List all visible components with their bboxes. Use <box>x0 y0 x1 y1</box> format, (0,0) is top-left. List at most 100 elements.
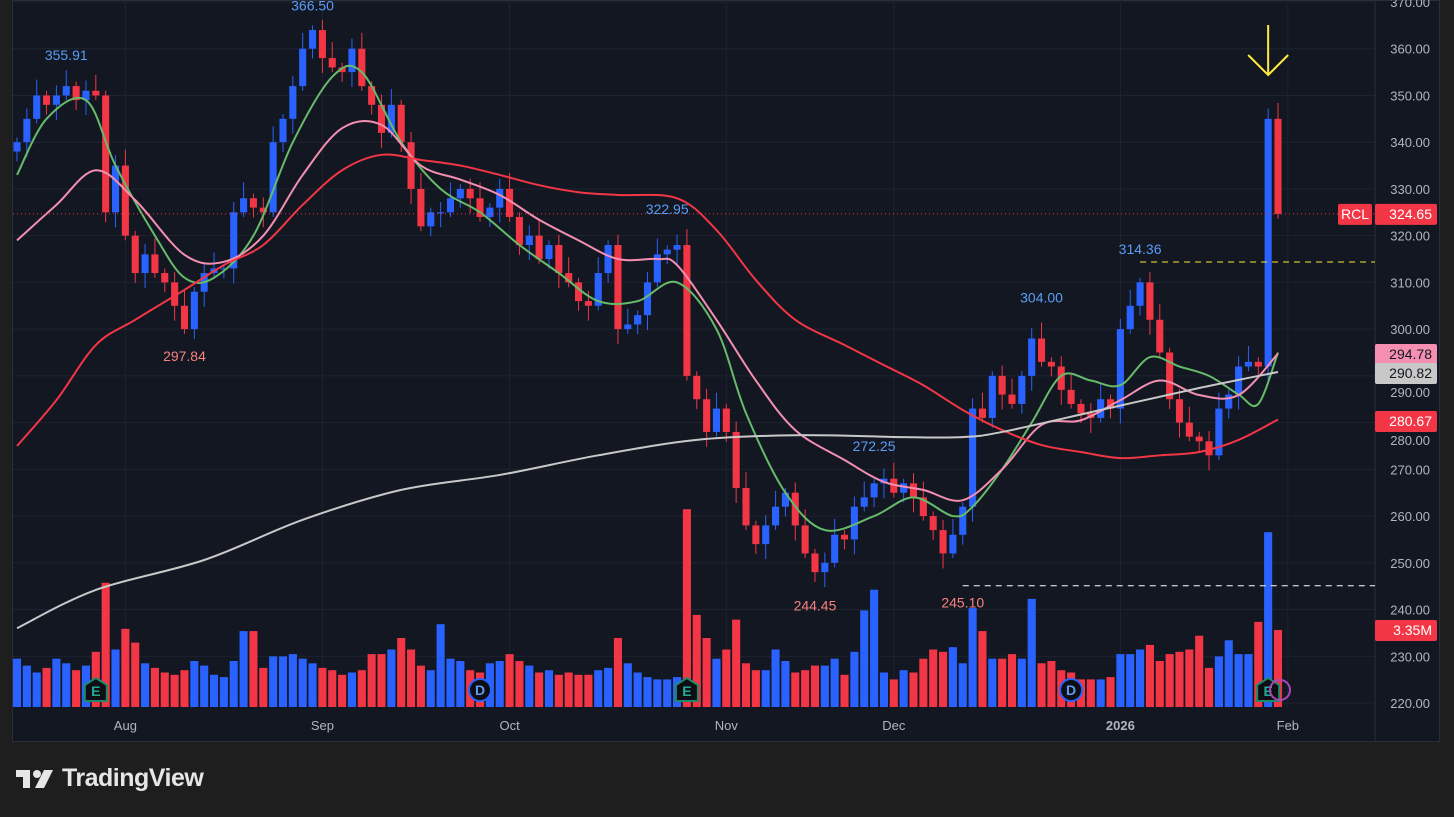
high-low-label: 304.00 <box>1020 289 1063 305</box>
volume-bar <box>397 638 406 707</box>
volume-bar <box>1195 635 1204 707</box>
volume-bar <box>338 674 347 707</box>
volume-bar <box>278 656 288 707</box>
candle-body <box>279 118 287 143</box>
volume-bar <box>820 665 829 707</box>
tradingview-logo-icon <box>16 769 53 788</box>
symbol-tag: RCL <box>1341 206 1369 222</box>
volume-bar <box>1017 658 1026 707</box>
candle-body <box>969 408 977 507</box>
volume-bar <box>229 661 238 707</box>
volume-bar <box>1116 654 1125 707</box>
candle-body <box>722 408 730 432</box>
tradingview-logo[interactable]: TradingView <box>16 764 204 793</box>
x-tick-label: Sep <box>311 718 334 733</box>
volume-bar <box>357 670 366 707</box>
volume-bar <box>870 589 879 707</box>
volume-bar <box>1086 679 1095 707</box>
ma-200-label-bg <box>1375 363 1437 384</box>
candle-body <box>407 142 415 189</box>
volume-bar <box>998 658 1007 707</box>
high-low-label: 322.95 <box>646 201 689 217</box>
high-low-label: 245.10 <box>941 595 984 611</box>
candle-body <box>121 165 129 236</box>
candle-body <box>1244 361 1252 367</box>
candle-body <box>476 198 484 217</box>
high-low-label: 297.84 <box>163 348 206 364</box>
y-tick-label: 360.00 <box>1390 42 1430 57</box>
volume-bar <box>850 651 859 707</box>
candle-body <box>1215 408 1223 456</box>
high-low-label: 272.25 <box>853 438 896 454</box>
volume-bar <box>150 667 159 707</box>
volume-bar <box>929 649 938 707</box>
volume-bar <box>180 670 189 707</box>
volume-bar <box>170 674 179 707</box>
volume-bar <box>219 677 228 707</box>
volume-bar <box>515 661 524 707</box>
volume-bar <box>52 658 61 707</box>
candle-body <box>840 534 849 540</box>
volume-bar <box>1165 654 1174 707</box>
volume-bar <box>1214 656 1223 707</box>
candle-body <box>309 30 317 49</box>
volume-bar <box>1047 661 1056 707</box>
y-tick-label: 290.00 <box>1390 385 1430 400</box>
volume-bar <box>436 624 445 707</box>
candle-body <box>506 188 514 217</box>
candle-body <box>565 273 573 283</box>
candle-body <box>643 282 652 316</box>
y-tick-label: 330.00 <box>1390 182 1430 197</box>
candle-body <box>1067 389 1075 404</box>
candle-body <box>161 273 169 283</box>
candle-body <box>1146 282 1154 320</box>
earnings-event-icon: E <box>83 676 108 702</box>
candle-body <box>624 324 632 330</box>
candle-body <box>13 142 21 152</box>
volume-bar <box>939 651 948 707</box>
y-tick-label: 270.00 <box>1390 462 1430 477</box>
candle-body <box>33 95 41 119</box>
volume-bar <box>269 656 278 707</box>
volume-bar <box>1037 663 1046 707</box>
candle-body <box>328 58 336 68</box>
candle-body <box>1136 282 1144 306</box>
candle-body <box>249 198 257 208</box>
volume-bar <box>160 672 169 707</box>
candle-body <box>387 104 395 133</box>
volume-bar <box>1136 649 1145 707</box>
volume-bar <box>200 665 209 707</box>
y-tick-label: 230.00 <box>1390 649 1430 664</box>
candle-body <box>269 142 277 213</box>
volume-bar <box>741 663 751 707</box>
candle-body <box>456 188 464 199</box>
candle-body <box>1274 118 1282 214</box>
volume-bar <box>1224 640 1233 707</box>
candle-body <box>1264 118 1272 367</box>
volume-bar <box>131 642 140 707</box>
volume-bar <box>72 670 81 707</box>
volume-bar <box>328 670 337 707</box>
y-tick-label: 310.00 <box>1390 275 1430 290</box>
candle-body <box>1077 403 1085 414</box>
volume-bar <box>1007 654 1017 707</box>
candle-body <box>604 245 612 274</box>
candle-body <box>377 104 386 133</box>
earnings-event-icon: E <box>674 676 699 702</box>
volume-bar <box>889 679 898 707</box>
volume-bar <box>456 661 465 707</box>
candle-body <box>141 254 149 274</box>
candle-body <box>151 254 159 274</box>
high-low-label: 366.50 <box>291 0 334 13</box>
candle-body <box>791 492 799 526</box>
candle-body <box>259 207 267 213</box>
y-tick-label: 220.00 <box>1390 696 1430 711</box>
y-tick-label: 260.00 <box>1390 509 1430 524</box>
volume-bar <box>643 677 652 707</box>
volume-bar <box>584 674 593 707</box>
candle-body <box>939 530 947 554</box>
volume-bar <box>1126 654 1135 707</box>
candle-body <box>712 408 721 432</box>
ma-50-label-bg <box>1375 411 1437 432</box>
